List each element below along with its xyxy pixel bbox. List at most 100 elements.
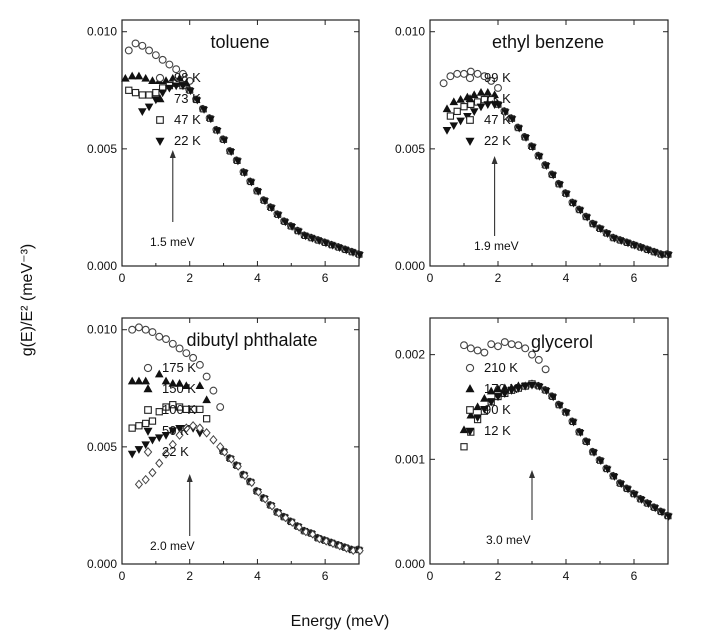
data-point bbox=[195, 360, 204, 369]
data-point bbox=[152, 88, 160, 97]
data-point bbox=[125, 86, 133, 94]
data-point bbox=[294, 228, 303, 236]
data-point bbox=[171, 82, 181, 91]
data-point bbox=[356, 546, 364, 556]
data-point bbox=[535, 383, 544, 391]
legend-label: 100 K bbox=[162, 402, 196, 417]
data-point bbox=[542, 163, 551, 171]
data-point bbox=[162, 403, 170, 411]
data-point bbox=[590, 221, 598, 229]
y-tick-label: 0.001 bbox=[395, 452, 425, 466]
legend-marker bbox=[465, 137, 475, 146]
x-tick-label: 4 bbox=[563, 569, 570, 583]
annotation-arrowhead bbox=[529, 470, 535, 478]
data-point bbox=[527, 381, 537, 390]
data-point bbox=[473, 402, 482, 411]
x-tick-label: 0 bbox=[427, 569, 434, 583]
panel-title: glycerol bbox=[531, 332, 593, 352]
data-point bbox=[189, 420, 198, 431]
data-point bbox=[449, 97, 459, 106]
data-point bbox=[528, 144, 537, 152]
data-point bbox=[476, 88, 486, 96]
data-point bbox=[261, 198, 269, 206]
data-point bbox=[142, 419, 150, 428]
data-point bbox=[261, 494, 269, 504]
data-point bbox=[168, 378, 178, 387]
data-point bbox=[549, 394, 558, 402]
y-tick-label: 0.000 bbox=[395, 259, 425, 273]
data-point bbox=[487, 340, 496, 349]
data-point bbox=[178, 69, 187, 78]
annotation-arrowhead bbox=[491, 156, 498, 164]
legend-marker bbox=[465, 94, 475, 103]
data-point bbox=[148, 76, 157, 85]
data-point bbox=[202, 372, 211, 381]
data-point bbox=[141, 73, 151, 82]
data-point bbox=[165, 60, 174, 69]
data-point bbox=[189, 405, 197, 414]
legend-label: 47 K bbox=[484, 112, 511, 127]
legend-label: 50 K bbox=[162, 423, 189, 438]
data-point bbox=[439, 79, 448, 88]
data-point bbox=[528, 350, 536, 359]
data-point bbox=[168, 439, 177, 450]
data-point bbox=[175, 425, 184, 433]
data-point bbox=[556, 181, 564, 189]
x-tick-label: 2 bbox=[186, 569, 193, 583]
data-point bbox=[617, 481, 626, 489]
y-axis-label: g(E)/E² (meV⁻³) bbox=[19, 244, 36, 356]
data-point bbox=[562, 410, 571, 417]
panels: 0 2 4 6 0.000 0.005 0.010 1.5 meV toluene 98 K 73 … bbox=[87, 19, 673, 583]
data-point bbox=[480, 393, 489, 402]
data-point bbox=[134, 323, 143, 332]
data-point bbox=[165, 84, 174, 93]
x-tick-label: 6 bbox=[631, 271, 638, 285]
data-point bbox=[453, 69, 462, 78]
data-point bbox=[542, 388, 551, 395]
data-point bbox=[182, 381, 191, 390]
data-point bbox=[456, 117, 465, 126]
data-point bbox=[521, 344, 530, 353]
legend-label: 22 K bbox=[162, 444, 189, 459]
legend-label: 47 K bbox=[174, 112, 201, 127]
legend-label: 175 K bbox=[162, 360, 196, 375]
legend-label: 12 K bbox=[484, 423, 511, 438]
annotation-arrowhead bbox=[169, 150, 176, 158]
x-tick-label: 2 bbox=[186, 271, 193, 285]
data-point bbox=[556, 402, 564, 410]
data-point bbox=[456, 95, 465, 103]
data-point bbox=[466, 67, 475, 76]
data-point bbox=[596, 458, 605, 466]
legend-marker bbox=[156, 116, 164, 124]
legend-marker bbox=[143, 447, 153, 457]
data-point bbox=[281, 219, 290, 227]
data-point bbox=[216, 403, 225, 411]
data-point bbox=[182, 423, 191, 433]
data-point bbox=[175, 378, 184, 387]
legend-label: 90 K bbox=[484, 402, 511, 417]
data-point bbox=[355, 252, 364, 260]
legend-label: 99 K bbox=[484, 70, 511, 85]
data-point bbox=[138, 108, 147, 116]
y-tick-label: 0.010 bbox=[87, 25, 117, 39]
data-point bbox=[155, 332, 164, 341]
legend-marker bbox=[143, 363, 153, 373]
data-point bbox=[161, 376, 171, 385]
data-point bbox=[476, 103, 486, 112]
chart-panel: 0 2 4 6 0.000 0.005 0.010 2.0 meV dibutyl phthal… bbox=[87, 317, 364, 583]
data-point bbox=[576, 429, 585, 437]
data-point bbox=[234, 461, 242, 471]
data-point bbox=[202, 428, 211, 438]
panel-title: toluene bbox=[210, 32, 269, 52]
x-tick-label: 4 bbox=[254, 569, 261, 583]
data-point bbox=[161, 449, 171, 459]
data-point bbox=[227, 149, 236, 156]
x-tick-label: 6 bbox=[631, 569, 638, 583]
data-point bbox=[172, 65, 181, 74]
x-tick-label: 6 bbox=[322, 569, 329, 583]
data-point bbox=[220, 137, 229, 145]
data-point bbox=[576, 207, 585, 215]
data-point bbox=[209, 435, 218, 445]
plot-frame bbox=[121, 19, 360, 267]
data-point bbox=[569, 200, 578, 208]
